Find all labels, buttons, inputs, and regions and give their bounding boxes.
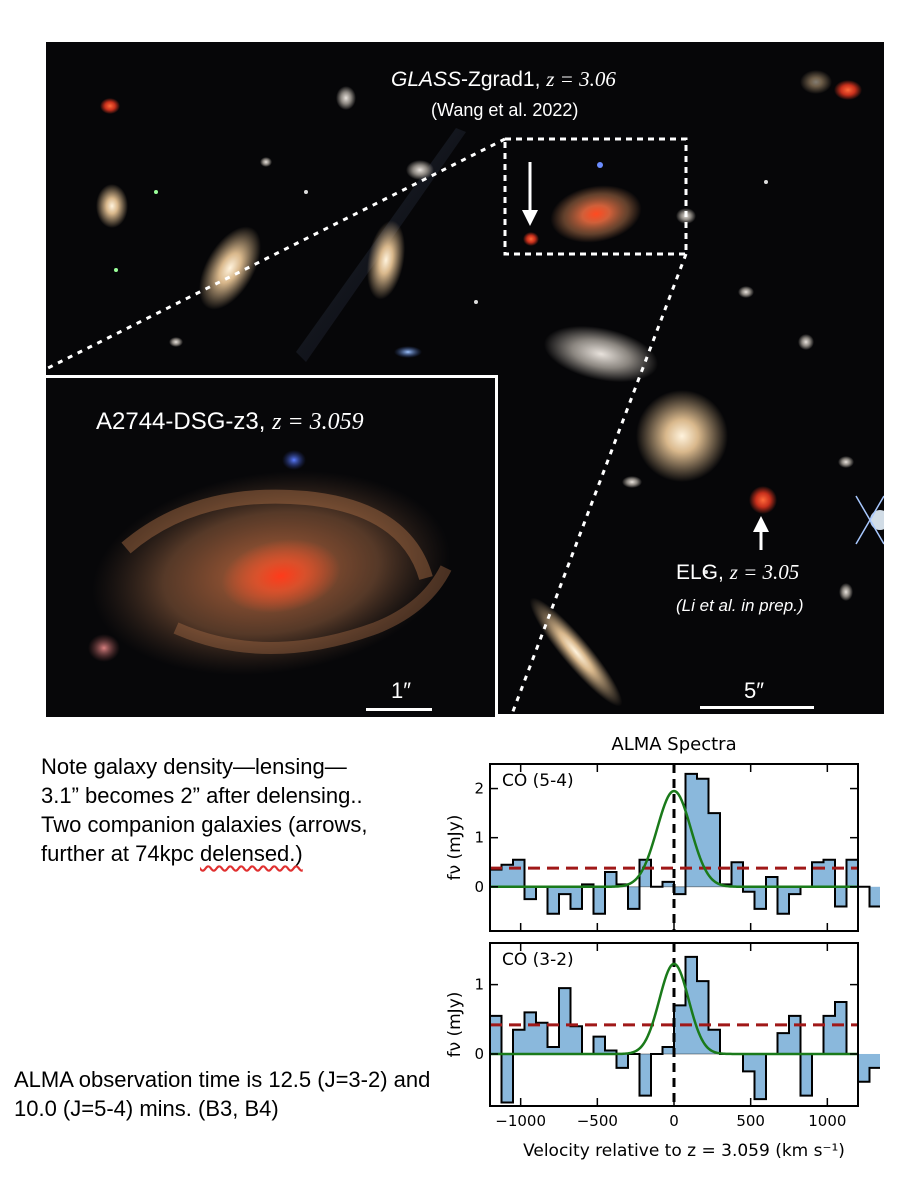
panel-2-flux-bar — [662, 1047, 674, 1054]
panel-1-flux-bar — [547, 886, 559, 914]
panel-1-flux-bar — [697, 778, 709, 887]
panel-1-flux-bar — [513, 859, 525, 887]
panel-2-flux-bar — [593, 1036, 605, 1054]
panel-1-flux-bar — [812, 862, 824, 887]
panel-2-flux-bar — [800, 1053, 812, 1096]
panel-2-flux-bar — [674, 1005, 686, 1054]
panel-1-flux-bar — [777, 886, 789, 914]
panel-1-ytick-label: 2 — [474, 780, 484, 798]
panel-1-flux-bar — [743, 886, 755, 892]
panel-1-flux-bar — [605, 872, 617, 887]
scale-bar-label: 5″ — [744, 678, 765, 703]
panel-2-flux-bar — [616, 1053, 628, 1068]
panel-1-flux-bar — [628, 886, 640, 909]
panel-2-flux-bar — [697, 981, 709, 1054]
xtick-label: 1000 — [808, 1112, 846, 1130]
panel-1-ytick-label: 1 — [474, 829, 484, 847]
panel-1-flux-bar — [754, 886, 766, 909]
panel-1-flux-bar — [789, 886, 801, 895]
panel-2-ytick-label: 0 — [474, 1045, 484, 1063]
panel-1-flux-bar — [835, 886, 847, 907]
scale-bar — [700, 706, 814, 709]
arrow-up-icon — [753, 516, 769, 550]
panel-2-flux-bar — [570, 1026, 582, 1054]
xtick-label: 500 — [736, 1112, 765, 1130]
panel-1-flux-bar — [639, 859, 651, 887]
panel-2-label: CO (3-2) — [502, 950, 574, 970]
panel-2-flux-bar — [490, 1015, 502, 1054]
panel-1-label: CO (5-4) — [502, 771, 574, 791]
arrow-down-icon — [522, 162, 538, 226]
panel-2-gaussian-fit — [490, 962, 858, 1056]
spellcheck-underline: delensed.) — [199, 841, 303, 866]
alma-spectra-chart: ALMA Spectra 0 1 2 CO (5-4) fν (mJy) 0 1 −1000 −5… — [445, 734, 880, 1161]
target-spiral-galaxy — [550, 185, 642, 243]
panel-1-flux-bar — [846, 859, 858, 887]
panel-2-flux-bar — [858, 1053, 870, 1082]
inset-scale-bar — [366, 708, 432, 711]
panel-2-flux-bar — [743, 1053, 755, 1072]
chart-title: ALMA Spectra — [611, 734, 736, 755]
panel-1-flux-bar — [869, 886, 880, 907]
elg-label: ELG, z = 3.05 — [676, 560, 800, 584]
panel-1-gaussian-fit — [490, 789, 858, 889]
elg-reference: (Li et al. in prep.) — [676, 596, 804, 615]
panel-2-flux-bar — [754, 1053, 766, 1100]
glass-label: GLASS-Zgrad1, z = 3.06 — [391, 67, 616, 91]
panel-2-flux-bar — [835, 1001, 847, 1054]
panel-2-flux-bar — [789, 1015, 801, 1054]
panel-2-flux-bar — [823, 1015, 835, 1054]
panel-1-flux-bar — [570, 886, 582, 909]
panel-1-flux-bar — [766, 876, 778, 887]
inset-title: A2744-DSG-z3, z = 3.059 — [96, 408, 364, 435]
panel-1-ylabel: fν (mJy) — [445, 815, 465, 881]
panel-2-ytick-label: 1 — [474, 976, 484, 994]
panel-1-flux-bar — [823, 859, 835, 887]
zoom-box — [503, 137, 688, 256]
panel-2-flux-bar — [708, 1029, 720, 1054]
panel-2-flux-bar — [869, 1053, 880, 1068]
panel-1-flux-bar — [662, 881, 674, 887]
panel-1-flux-bar — [731, 862, 743, 887]
panel-2-flux-bar — [605, 1050, 617, 1054]
panel-1-flux-bar — [708, 813, 720, 887]
note-galaxy-density: Note galaxy density—lensing—3.1” becomes… — [41, 754, 368, 866]
panel-2-flux-bar — [777, 1033, 789, 1054]
zoom-line-right — [510, 253, 688, 714]
inset-galaxy — [88, 450, 452, 676]
chart-xlabel: Velocity relative to z = 3.059 (km s⁻¹) — [523, 1141, 845, 1161]
panel-2-ylabel: fν (mJy) — [445, 992, 465, 1058]
inset-scale-label: 1″ — [391, 678, 412, 703]
panel-1-flux-bar — [501, 864, 513, 887]
xtick-label: 0 — [669, 1112, 679, 1130]
panel-1-step-outline — [490, 772, 880, 915]
glass-reference: (Wang et al. 2022) — [431, 100, 579, 120]
panel-1-flux-bar — [490, 869, 502, 887]
panel-2-flux-bar — [547, 1047, 559, 1054]
panel-2-flux-bar — [559, 988, 571, 1054]
panel-1-flux-bar — [559, 886, 571, 895]
bright-star — [855, 495, 884, 545]
xtick-label: −1000 — [495, 1112, 546, 1130]
note-observation-time: ALMA observation time is 12.5 (J=3-2) an… — [14, 1067, 431, 1121]
xtick-label: −500 — [577, 1112, 618, 1130]
panel-1-flux-bar — [674, 886, 686, 895]
panel-1-flux-bar — [593, 886, 605, 914]
panel-2-flux-bar — [639, 1053, 651, 1096]
panel-1-flux-bar — [524, 886, 536, 900]
panel-2-flux-bar — [501, 1053, 513, 1103]
zoom-line-left — [46, 137, 506, 371]
elg-companion — [749, 486, 777, 514]
field-galaxies — [46, 70, 884, 714]
panel-2-flux-bar — [524, 1012, 536, 1054]
panel-2-flux-bar — [513, 1029, 525, 1054]
panel-1-ytick-label: 0 — [474, 878, 484, 896]
inset-zoom-image: A2744-DSG-z3, z = 3.059 1″ — [46, 375, 498, 717]
panel-2-flux-bar — [536, 1022, 548, 1054]
